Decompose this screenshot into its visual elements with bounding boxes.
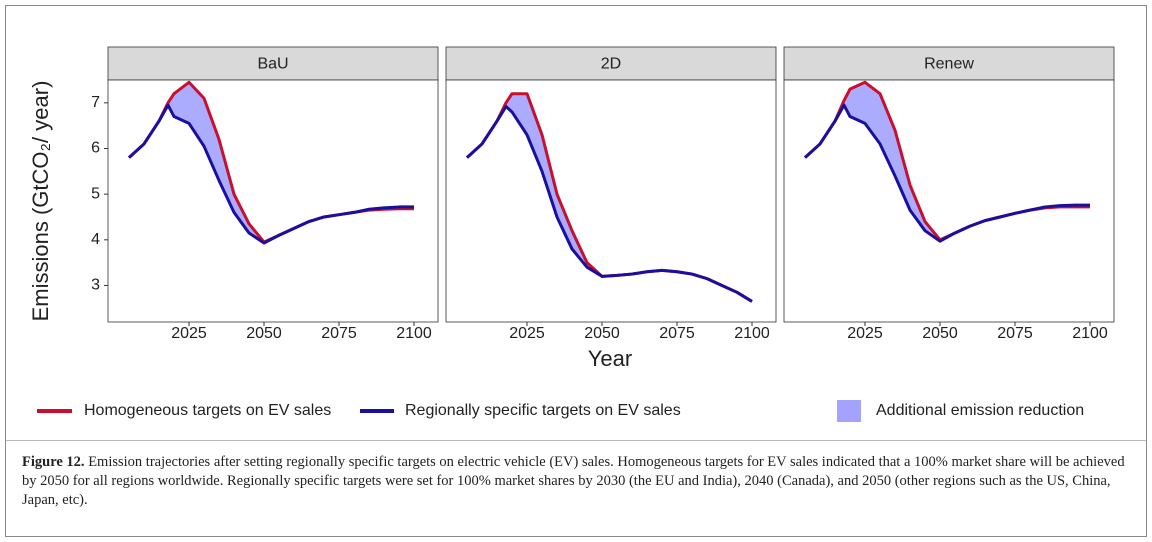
- x-tick-label: 2050: [922, 325, 958, 342]
- y-tick-label: 7: [91, 94, 100, 111]
- panel-title: 2D: [601, 56, 621, 73]
- reduction-area: [467, 93, 752, 302]
- y-tick-label: 4: [91, 231, 100, 248]
- caption: Figure 12. Emission trajectories after s…: [22, 453, 1132, 510]
- caption-text: Emission trajectories after setting regi…: [22, 454, 1125, 508]
- x-tick-label: 2075: [659, 325, 695, 342]
- frame: [5, 5, 1147, 537]
- reduction-area: [129, 82, 414, 244]
- series-line: [803, 103, 1090, 243]
- legend-label: Homogeneous targets on EV sales: [84, 402, 331, 419]
- x-tick-label: 2075: [997, 325, 1033, 342]
- panel-title: BaU: [257, 56, 288, 73]
- panel: [107, 79, 439, 323]
- legend-label: Regionally specific targets on EV sales: [405, 402, 681, 419]
- panel-title: Renew: [924, 56, 974, 73]
- panel: [783, 79, 1115, 323]
- y-tick-label: 5: [91, 185, 100, 202]
- strip: [445, 46, 777, 81]
- caption-label: Figure 12.: [22, 454, 85, 470]
- x-axis-label: Year: [588, 346, 632, 371]
- legend-swatch: [837, 400, 861, 422]
- series-line: [127, 103, 414, 245]
- x-tick-label: 2025: [171, 325, 207, 342]
- x-tick-label: 2075: [321, 325, 357, 342]
- series-line: [465, 104, 753, 303]
- y-tick-label: 3: [91, 277, 100, 294]
- x-tick-label: 2025: [509, 325, 545, 342]
- panel: [445, 79, 777, 323]
- x-tick-label: 2025: [847, 325, 883, 342]
- y-tick-label: 6: [91, 140, 100, 157]
- legend-label: Additional emission reduction: [876, 402, 1084, 419]
- reduction-area: [805, 82, 1090, 242]
- x-tick-label: 2050: [584, 325, 620, 342]
- y-axis-label: Emissions (GtCO₂/ year): [28, 81, 53, 322]
- x-tick-label: 2050: [246, 325, 282, 342]
- strip: [107, 46, 439, 81]
- x-tick-label: 2100: [734, 325, 770, 342]
- x-tick-label: 2100: [396, 325, 432, 342]
- x-tick-label: 2100: [1072, 325, 1108, 342]
